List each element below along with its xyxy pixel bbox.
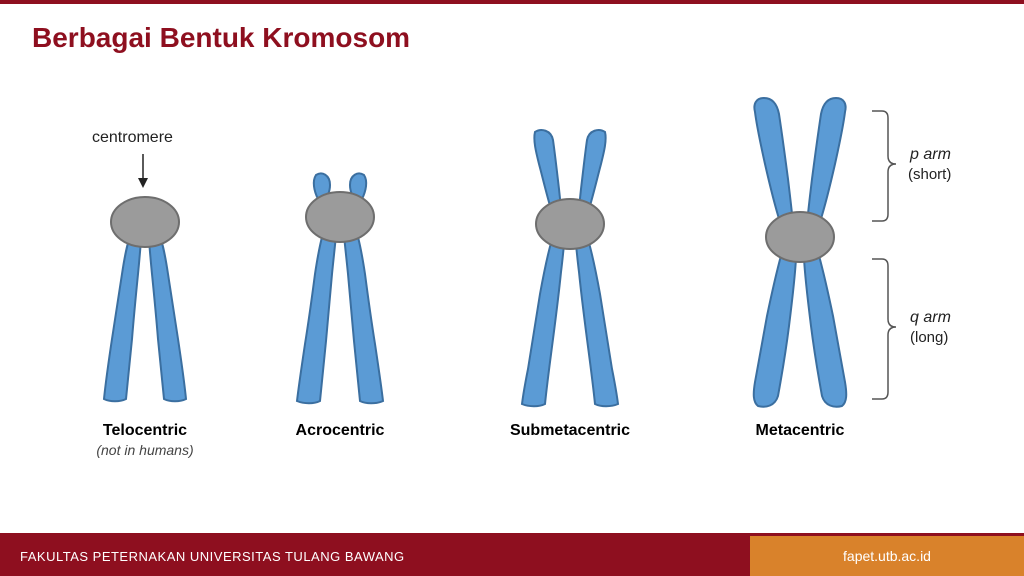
chromosome-telocentric: Telocentric (not in humans) xyxy=(70,184,220,458)
q-arm-label: q arm xyxy=(910,309,951,327)
page-title: Berbagai Bentuk Kromosom xyxy=(0,4,1024,54)
centromere-label: centromere xyxy=(92,129,173,147)
chromosome-metacentric: Metacentric xyxy=(700,94,900,442)
chromosome-acrocentric: Acrocentric xyxy=(260,169,420,442)
telocentric-label: Telocentric xyxy=(70,422,220,440)
acrocentric-label: Acrocentric xyxy=(260,422,420,440)
footer-left-text: FAKULTAS PETERNAKAN UNIVERSITAS TULANG B… xyxy=(0,536,750,576)
p-arm-label: p arm xyxy=(910,146,951,164)
p-arm-sub: (short) xyxy=(908,166,951,183)
chromosome-submetacentric: Submetacentric xyxy=(475,124,665,442)
q-arm-main: q arm xyxy=(910,309,951,326)
p-arm-main: p arm xyxy=(910,146,951,163)
q-arm-sub: (long) xyxy=(910,329,948,346)
telocentric-note: (not in humans) xyxy=(70,442,220,458)
submetacentric-label: Submetacentric xyxy=(475,422,665,440)
chromosome-diagram: centromere p arm (short) q arm (long) Te… xyxy=(0,54,1024,514)
metacentric-label: Metacentric xyxy=(700,422,900,440)
footer-right-text: fapet.utb.ac.id xyxy=(750,536,1024,576)
footer-bar: FAKULTAS PETERNAKAN UNIVERSITAS TULANG B… xyxy=(0,536,1024,576)
